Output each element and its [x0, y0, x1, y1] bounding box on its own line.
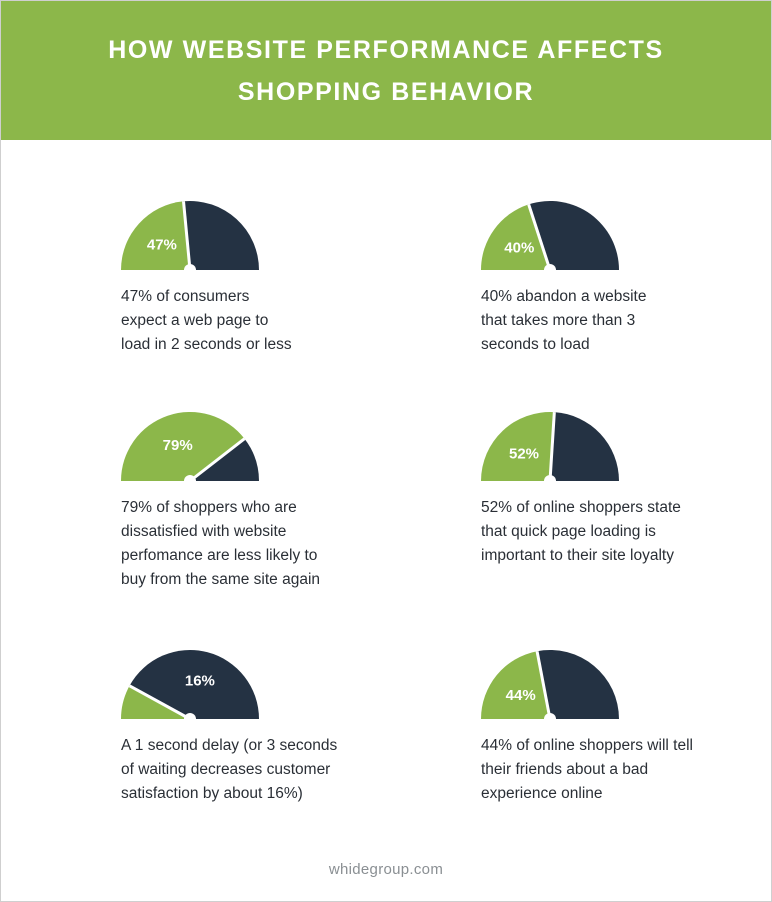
gauge-percent-label: 16% [185, 672, 215, 689]
stat-description: 47% of consumers expect a web page to lo… [121, 285, 421, 357]
stat-description: 79% of shoppers who are dissatisfied wit… [121, 496, 421, 592]
stat-description: 52% of online shoppers state that quick … [481, 496, 771, 568]
desc-line: buy from the same site again [121, 571, 321, 588]
desc-line: perfomance are less likely to [121, 547, 318, 564]
gauge-percent-label: 44% [506, 687, 536, 704]
stat-card-4: 52% 52% of online shoppers state that qu… [481, 410, 771, 568]
gauge-needle [128, 684, 191, 721]
gauge-percent-label: 52% [509, 445, 539, 462]
desc-line: seconds to load [481, 336, 590, 353]
gauge-fill [121, 201, 190, 270]
gauge-needle [527, 203, 552, 271]
gauge-pivot [184, 475, 196, 487]
gauge-pivot [184, 264, 196, 276]
desc-line: their friends about a bad [481, 761, 649, 778]
gauge-fill [481, 651, 550, 719]
title-line-2: SHOPPING BEHAVIOR [237, 77, 535, 106]
desc-line: 79% of shoppers who are [121, 499, 297, 516]
stat-description: 40% abandon a website that takes more th… [481, 285, 771, 357]
desc-line: dissatisfied with website [121, 523, 287, 540]
footer-credit: whidegroup.com [328, 861, 444, 878]
gauge-pivot [544, 713, 556, 725]
desc-line: A 1 second delay (or 3 seconds [121, 737, 338, 754]
desc-line: satisfaction by about 16%) [121, 785, 303, 802]
desc-line: that takes more than 3 [481, 312, 636, 329]
stat-card-1: 47% 47% of consumers expect a web page t… [121, 199, 421, 357]
stat-description: A 1 second delay (or 3 seconds of waitin… [121, 734, 421, 806]
gauge-icon: 52% [481, 412, 619, 487]
gauge-percent-label: 79% [163, 437, 193, 454]
desc-line: experience online [481, 785, 603, 802]
title-line-1: HOW WEBSITE PERFORMANCE AFFECTS [108, 35, 664, 64]
gauge-icon: 40% [481, 201, 619, 276]
desc-line: 52% of online shoppers state [481, 499, 681, 516]
gauge-percent-label: 40% [504, 240, 534, 257]
gauge-remainder [537, 649, 619, 719]
gauge-needle [182, 201, 192, 271]
desc-line: important to their site loyalty [481, 547, 674, 564]
desc-line: that quick page loading is [481, 523, 656, 540]
gauge-pivot [544, 264, 556, 276]
gauge-pivot [184, 713, 196, 725]
gauge-fill [481, 412, 555, 481]
stat-card-3: 79% 79% of shoppers who are dissatisfied… [121, 410, 421, 592]
gauge-needle [548, 412, 556, 482]
stat-card-6: 44% 44% of online shoppers will tell the… [481, 648, 771, 806]
gauge-needle [535, 650, 552, 720]
gauge-remainder [190, 438, 259, 481]
desc-line: load in 2 seconds or less [121, 336, 292, 353]
gauge-needle [189, 437, 246, 483]
desc-line: 47% of consumers [121, 288, 250, 305]
gauge-icon: 47% [121, 201, 259, 276]
desc-line: 44% of online shoppers will tell [481, 737, 693, 754]
header-banner: HOW WEBSITE PERFORMANCE AFFECTS SHOPPING… [1, 1, 771, 140]
gauge-icon: 44% [481, 649, 619, 725]
desc-line: expect a web page to [121, 312, 269, 329]
desc-line: of waiting decreases customer [121, 761, 331, 778]
gauge-percent-label: 47% [147, 236, 177, 253]
gauge-remainder [550, 412, 619, 481]
stat-card-5: 16% A 1 second delay (or 3 seconds of wa… [121, 648, 421, 806]
stat-description: 44% of online shoppers will tell their f… [481, 734, 771, 806]
desc-line: 40% abandon a website [481, 288, 647, 305]
gauge-icon: 16% [121, 649, 259, 725]
stat-card-2: 40% 40% abandon a website that takes mor… [481, 199, 771, 357]
gauge-pivot [544, 475, 556, 487]
gauge-remainder [129, 649, 259, 719]
gauge-icon: 79% [121, 412, 259, 487]
gauge-remainder [528, 201, 619, 270]
gauge-fill [121, 412, 245, 481]
gauge-remainder [183, 201, 259, 270]
